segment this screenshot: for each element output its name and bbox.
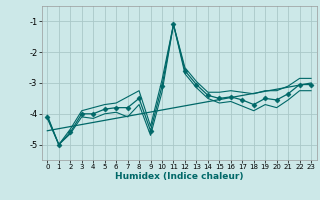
X-axis label: Humidex (Indice chaleur): Humidex (Indice chaleur) [115, 172, 244, 181]
